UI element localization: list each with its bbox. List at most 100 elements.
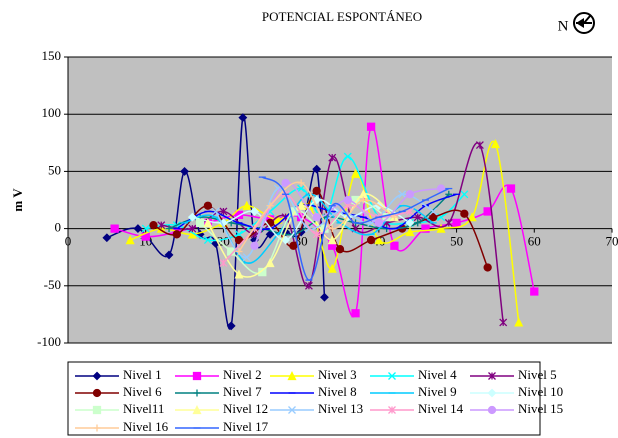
legend-marker [388,372,396,380]
legend-label: Nivel 13 [318,401,363,416]
data-point [499,318,508,327]
data-point [266,202,274,210]
data-point [366,122,376,131]
data-point [250,207,259,216]
data-point [328,153,337,162]
data-point [312,186,321,195]
data-point [312,230,321,239]
data-point [414,219,422,227]
data-point [398,190,407,199]
legend-marker [92,405,102,415]
data-point [125,235,135,245]
legend-label: Nivel 10 [518,384,563,399]
x-tick-label: 0 [65,234,72,249]
legend-marker [388,406,396,414]
data-point [405,227,415,237]
data-point [219,207,228,216]
legend-label: Nivel 7 [223,384,262,399]
x-tick-label: 60 [528,234,541,249]
data-point [343,152,352,161]
data-point [405,190,415,199]
data-point [460,190,469,199]
data-point [359,196,367,204]
data-point [390,213,398,221]
data-point [297,179,305,187]
data-point [483,263,492,272]
data-point [219,258,228,267]
data-point [452,218,461,228]
data-point [436,184,446,193]
data-point [203,217,213,228]
data-point [234,235,244,245]
legend-label: Nivel 2 [223,367,262,382]
legend-label: Nivel 14 [418,401,464,416]
legend-marker [92,388,102,398]
legend-marker [287,371,297,381]
data-point [327,263,337,273]
data-point [350,168,361,178]
north-label: N [558,18,569,34]
data-point [242,253,251,262]
data-point [467,212,477,222]
y-tick-label: 0 [55,220,62,235]
data-point [483,207,492,216]
x-tick-label: 20 [217,234,230,249]
data-point [180,166,189,176]
data-point [374,218,384,228]
legend-label: Nivel 12 [223,401,268,416]
data-point [235,247,243,255]
legend-label: Nivel 9 [418,384,457,399]
legend-label: Nivel11 [123,401,164,416]
data-point [506,184,516,193]
data-point [165,225,173,233]
series-line [161,142,504,323]
legend-marker [488,372,496,380]
data-point [475,141,484,150]
x-tick-label: 50 [450,234,463,249]
data-point [234,269,244,279]
y-axis-label: m V [10,188,25,212]
plot-area [68,57,612,343]
data-point [320,292,329,302]
data-point [164,250,174,260]
data-point [328,225,336,233]
legend-label: Nivel 17 [223,419,269,434]
legend-marker [288,406,296,414]
data-point [250,241,259,250]
legend-marker [193,389,201,397]
data-point [281,178,290,187]
data-point [149,221,158,230]
data-point [157,221,166,230]
data-point [304,281,313,290]
data-point [429,207,438,216]
data-point [343,195,352,205]
data-point [490,138,500,149]
data-point [110,224,119,233]
data-point [188,224,197,233]
legend-label: Nivel 15 [518,401,563,416]
data-point [366,235,376,245]
legend-marker [93,424,101,432]
y-tick-label: 50 [48,162,61,177]
data-point [211,207,220,216]
data-point [405,218,415,228]
data-point [195,218,205,228]
data-point [327,235,337,245]
data-point [238,113,248,123]
data-point [514,317,524,327]
data-point [172,230,181,239]
data-point [444,218,453,227]
data-point [312,164,322,174]
y-tick-label: -100 [37,334,61,349]
data-point [296,200,306,210]
legend-marker [92,371,102,381]
legend-marker [487,405,497,415]
legend-marker [192,371,202,381]
data-point [242,200,252,210]
data-point [390,241,399,250]
legend-label: Nivel 16 [123,419,169,434]
data-point [141,224,150,233]
legend-label: Nivel 5 [518,367,557,382]
series-line [168,193,450,236]
